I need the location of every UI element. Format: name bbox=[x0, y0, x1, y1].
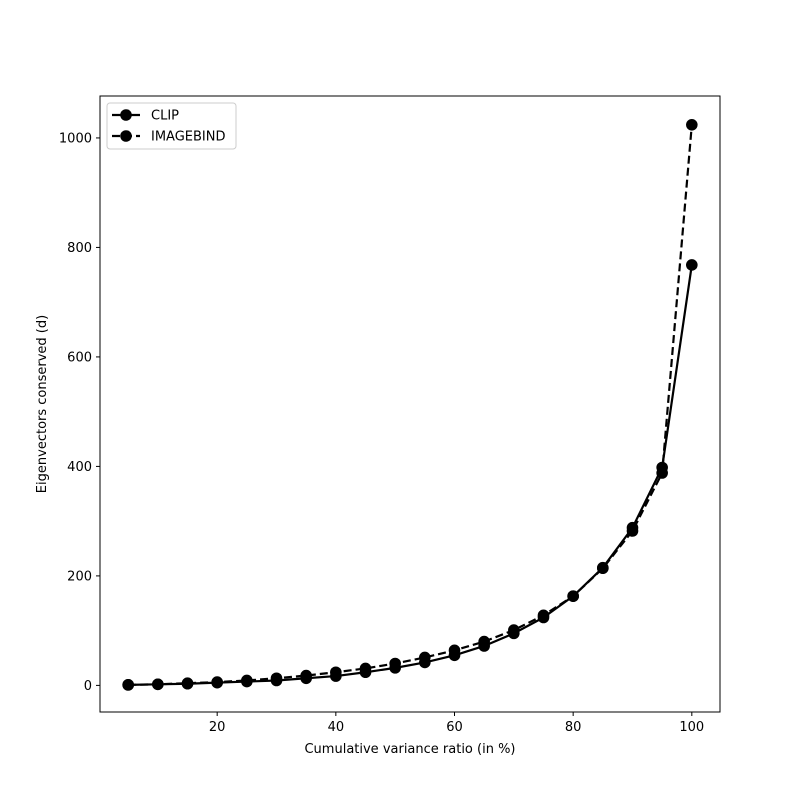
data-point-imagebind bbox=[597, 562, 609, 575]
x-axis: 20 40 60 80 100 bbox=[209, 712, 704, 735]
legend-marker-swatch bbox=[120, 109, 132, 121]
data-point-imagebind bbox=[330, 666, 342, 679]
data-point-imagebind bbox=[270, 672, 283, 685]
x-tick-label: 40 bbox=[328, 720, 345, 735]
x-tick-label: 100 bbox=[679, 720, 704, 735]
y-tick-label: 1000 bbox=[59, 131, 92, 146]
y-tick-label: 400 bbox=[67, 460, 92, 475]
data-point-imagebind bbox=[567, 590, 579, 602]
y-tick-label: 800 bbox=[67, 241, 92, 256]
y-tick-label: 0 bbox=[84, 679, 92, 694]
data-point-imagebind bbox=[181, 677, 194, 690]
legend-entry: CLIP bbox=[112, 109, 179, 124]
legend-entry: IMAGEBIND bbox=[112, 130, 226, 145]
y-axis-label: Eigenvectors conserved (d) bbox=[35, 315, 50, 493]
legend: CLIP IMAGEBIND bbox=[106, 102, 237, 150]
data-point-imagebind bbox=[241, 674, 253, 687]
series-line-imagebind bbox=[128, 124, 693, 686]
data-point-imagebind bbox=[389, 657, 401, 670]
data-point-clip bbox=[686, 259, 698, 271]
data-point-imagebind bbox=[211, 676, 223, 688]
data-point-imagebind bbox=[537, 609, 550, 622]
y-tick-label: 200 bbox=[67, 569, 92, 584]
data-point-imagebind bbox=[300, 669, 312, 682]
data-point-imagebind bbox=[359, 662, 372, 675]
data-point-imagebind bbox=[448, 644, 461, 657]
plot-frame bbox=[99, 95, 721, 713]
data-point-imagebind bbox=[686, 118, 698, 131]
y-tick-label: 600 bbox=[67, 350, 92, 365]
chart-marks bbox=[122, 118, 698, 691]
legend-label: CLIP bbox=[151, 109, 179, 124]
x-tick-label: 80 bbox=[565, 720, 582, 735]
y-axis: 0 200 400 600 800 1000 bbox=[59, 131, 100, 694]
legend-marker-swatch bbox=[120, 130, 132, 142]
data-point-imagebind bbox=[419, 651, 431, 664]
series-line-clip bbox=[128, 264, 693, 686]
data-point-imagebind bbox=[152, 678, 164, 691]
x-tick-label: 60 bbox=[446, 720, 463, 735]
series-imagebind bbox=[122, 118, 698, 691]
series-clip bbox=[122, 259, 698, 691]
data-point-imagebind bbox=[122, 679, 134, 691]
data-point-imagebind bbox=[508, 624, 520, 636]
legend-label: IMAGEBIND bbox=[151, 130, 226, 145]
x-axis-label: Cumulative variance ratio (in %) bbox=[304, 742, 515, 757]
data-point-imagebind bbox=[478, 635, 490, 648]
data-point-imagebind bbox=[626, 525, 639, 537]
x-tick-label: 20 bbox=[209, 720, 226, 735]
data-point-imagebind bbox=[656, 467, 668, 479]
